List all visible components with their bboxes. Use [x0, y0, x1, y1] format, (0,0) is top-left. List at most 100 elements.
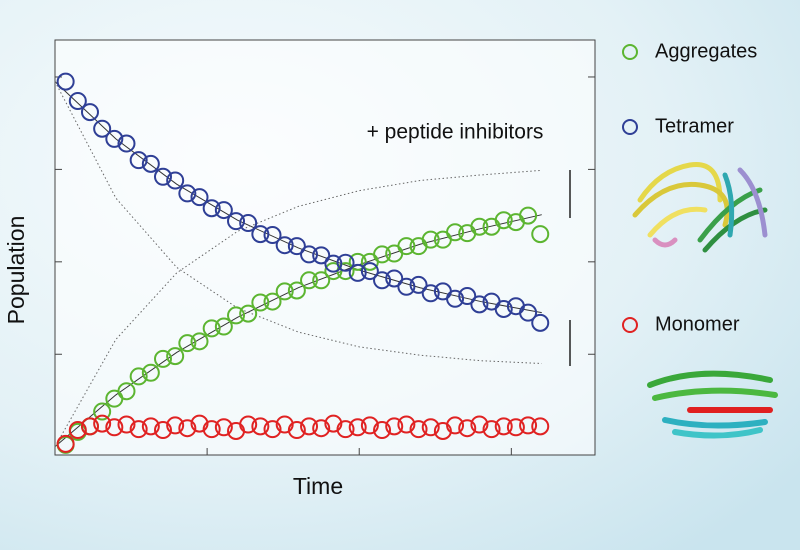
data-point — [287, 281, 306, 300]
data-point — [129, 151, 148, 170]
data-point — [251, 225, 270, 244]
data-point — [68, 421, 87, 440]
data-point — [117, 415, 136, 434]
data-point — [397, 415, 416, 434]
data-point — [202, 420, 221, 439]
data-point — [263, 292, 282, 311]
data-point — [385, 269, 404, 288]
data-point — [373, 421, 392, 440]
data-point — [202, 199, 221, 218]
data-point — [80, 103, 99, 122]
data-point — [470, 217, 489, 236]
data-point — [421, 230, 440, 249]
fit-curve — [54, 214, 542, 448]
data-point — [117, 134, 136, 153]
data-point — [251, 293, 270, 312]
data-point — [68, 92, 87, 111]
data-point — [275, 282, 294, 301]
data-point — [421, 284, 440, 303]
data-point — [154, 349, 172, 368]
data-point — [275, 236, 294, 255]
data-point — [446, 289, 465, 308]
data-point — [519, 303, 538, 322]
data-point — [446, 416, 465, 435]
data-point — [312, 419, 331, 438]
data-point — [214, 317, 233, 336]
data-point — [531, 313, 550, 332]
data-point — [141, 154, 160, 173]
data-point — [300, 417, 319, 436]
legend-marker — [622, 317, 638, 333]
data-point — [93, 119, 112, 138]
data-point — [105, 129, 124, 148]
data-point — [141, 363, 160, 382]
data-point — [214, 201, 233, 220]
data-point — [80, 417, 99, 436]
protein-structure — [632, 161, 768, 253]
data-point — [348, 263, 367, 282]
data-point — [190, 332, 209, 351]
data-point — [300, 245, 319, 264]
data-point — [519, 416, 538, 435]
legend-label: Tetramer — [655, 115, 734, 137]
fit-curve — [54, 169, 542, 447]
data-point — [141, 417, 160, 436]
data-point — [239, 304, 258, 323]
y-axis-label: Population — [3, 216, 29, 325]
data-point — [214, 418, 233, 437]
data-point — [93, 414, 112, 433]
legend-marker — [622, 119, 638, 135]
data-point — [56, 434, 75, 453]
data-point — [348, 418, 367, 437]
data-point — [287, 237, 306, 256]
data-point — [190, 188, 209, 207]
data-point — [56, 72, 75, 91]
data-point — [239, 415, 258, 434]
data-point — [239, 214, 258, 233]
data-point — [93, 402, 112, 421]
data-point — [409, 420, 428, 439]
data-point — [470, 415, 489, 434]
data-point — [531, 225, 550, 244]
data-point — [178, 334, 197, 353]
data-point — [482, 420, 501, 439]
data-point — [105, 418, 124, 437]
data-point — [336, 420, 355, 439]
data-point — [324, 254, 343, 273]
data-point — [348, 252, 367, 271]
data-point — [166, 171, 185, 190]
data-point — [275, 415, 294, 434]
data-point — [531, 417, 550, 436]
data-point — [385, 417, 404, 436]
data-point — [397, 237, 416, 256]
data-point — [154, 167, 172, 186]
annotation: + peptide inhibitors — [367, 121, 544, 144]
data-point — [494, 299, 513, 318]
data-point — [312, 271, 331, 290]
data-point — [154, 421, 172, 440]
data-point — [409, 275, 428, 294]
data-point — [251, 417, 270, 436]
data-point — [360, 262, 379, 281]
data-point — [263, 420, 282, 439]
legend-marker — [622, 44, 638, 60]
data-point — [227, 306, 246, 325]
legend-label: Monomer — [655, 313, 740, 335]
data-point — [397, 277, 416, 296]
data-point — [373, 245, 392, 264]
data-point — [166, 416, 185, 435]
data-point — [458, 419, 477, 438]
data-point — [336, 253, 355, 272]
fit-curve — [54, 81, 542, 314]
data-point — [494, 211, 513, 230]
plot-area — [54, 72, 595, 455]
data-point — [470, 295, 489, 314]
data-point — [519, 206, 538, 225]
data-point — [129, 420, 148, 439]
data-point — [433, 421, 452, 440]
data-point — [324, 414, 343, 433]
data-point — [227, 212, 246, 231]
data-point — [178, 419, 197, 438]
data-point — [300, 271, 319, 290]
